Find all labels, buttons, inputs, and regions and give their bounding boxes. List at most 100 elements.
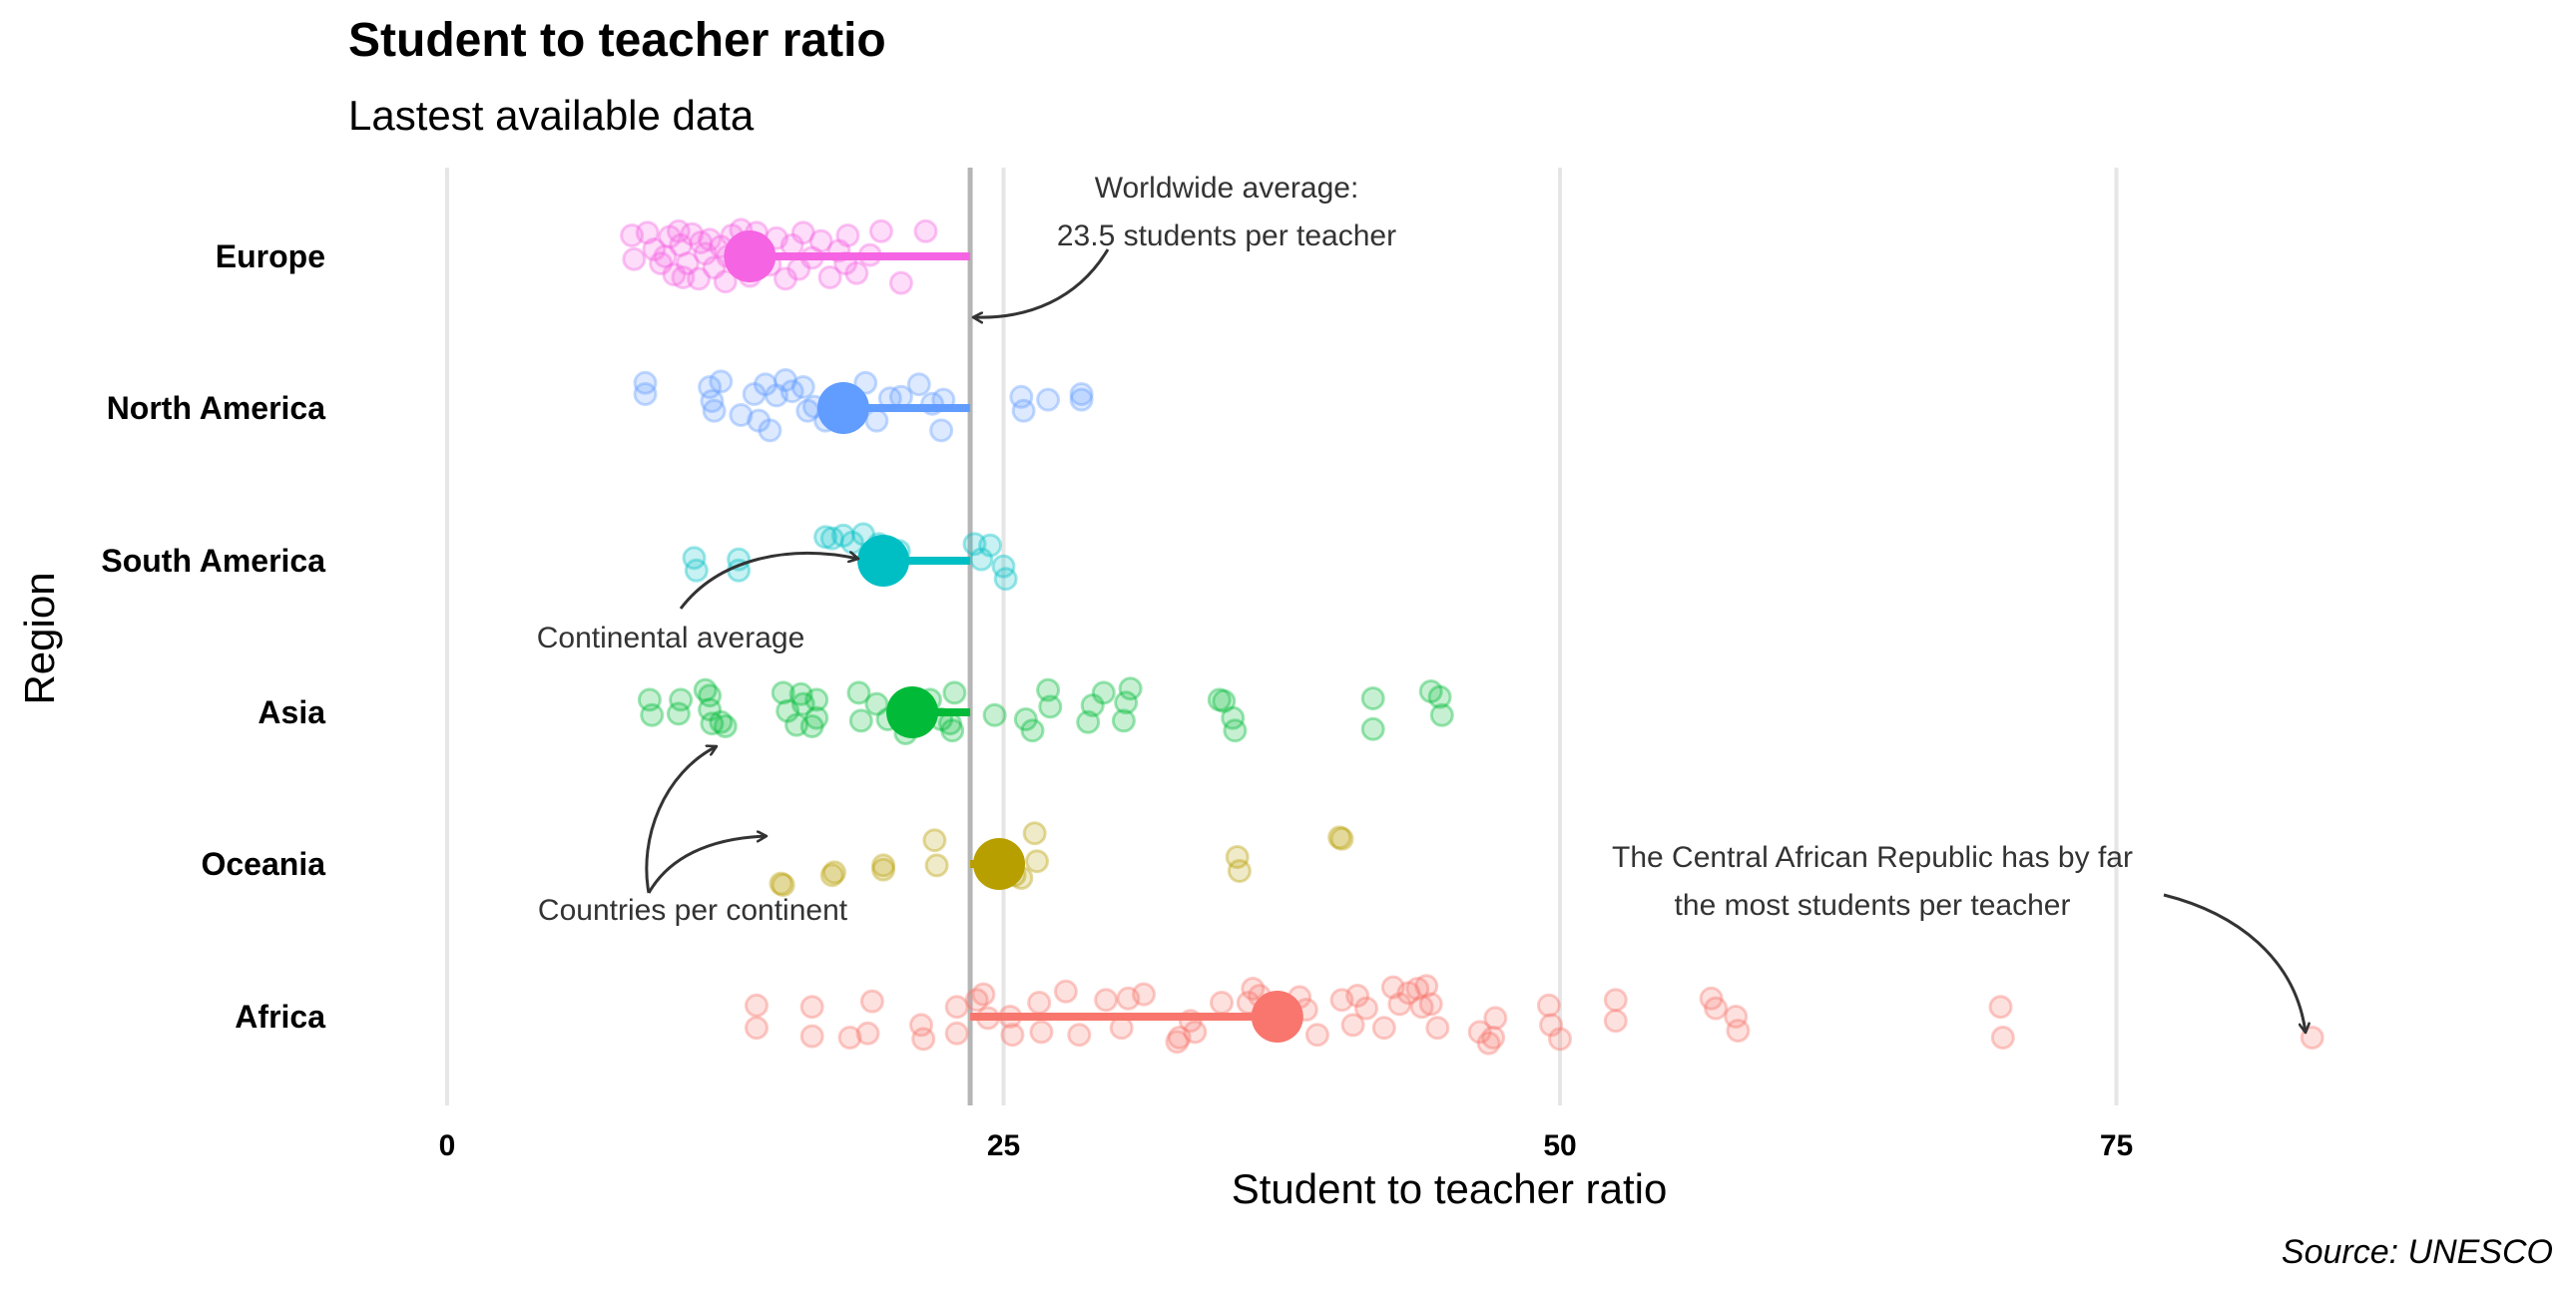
country-point-africa-56 bbox=[1539, 1013, 1564, 1038]
country-point-asia-12 bbox=[784, 712, 809, 737]
country-point-europe-36 bbox=[913, 218, 938, 243]
country-point-africa-52 bbox=[1476, 1031, 1501, 1056]
country-point-asia-36 bbox=[1111, 708, 1136, 733]
country-point-asia-0 bbox=[637, 687, 662, 712]
country-point-europe-33 bbox=[857, 242, 882, 267]
country-point-africa-7 bbox=[909, 1013, 933, 1038]
country-point-asia-34 bbox=[1080, 693, 1105, 717]
country-point-africa-12 bbox=[971, 982, 996, 1007]
country-point-europe-4 bbox=[649, 251, 674, 275]
country-point-africa-43 bbox=[1380, 975, 1405, 1000]
annotations: Worldwide average: 23.5 students per teac… bbox=[537, 172, 2133, 927]
x-tick-label-50: 50 bbox=[1543, 1129, 1576, 1162]
country-point-africa-16 bbox=[1027, 991, 1052, 1015]
country-point-africa-19 bbox=[1067, 1023, 1092, 1048]
country-point-asia-29 bbox=[1013, 707, 1038, 731]
country-point-africa-20 bbox=[1094, 988, 1119, 1013]
country-point-europe-24 bbox=[773, 266, 797, 291]
country-point-north-america-11 bbox=[765, 383, 788, 408]
y-tick-label-africa: Africa bbox=[235, 999, 325, 1035]
country-point-asia-25 bbox=[938, 711, 962, 736]
country-point-africa-63 bbox=[1726, 1019, 1751, 1043]
source-caption: Source: UNESCO bbox=[2282, 1233, 2553, 1271]
country-point-oceania-2 bbox=[819, 863, 844, 888]
country-point-europe-0 bbox=[620, 223, 645, 247]
chart-subtitle: Lastest available data bbox=[348, 92, 755, 139]
arrow-central-african-republic bbox=[2163, 893, 2306, 1033]
x-tick-label-75: 75 bbox=[2100, 1129, 2133, 1162]
country-point-europe-37 bbox=[689, 230, 714, 254]
country-point-europe-10 bbox=[687, 266, 711, 291]
country-point-asia-33 bbox=[1076, 709, 1101, 734]
arrow-world-average bbox=[973, 248, 1110, 317]
country-point-north-america-20 bbox=[864, 408, 889, 433]
country-point-africa-9 bbox=[944, 995, 969, 1020]
country-point-europe-42 bbox=[833, 251, 858, 275]
y-tick-label-oceania: Oceania bbox=[201, 846, 325, 882]
country-point-africa-21 bbox=[1109, 1016, 1134, 1041]
continent-average-africa bbox=[1251, 991, 1303, 1043]
country-point-africa-25 bbox=[1167, 1026, 1192, 1050]
country-point-africa-24 bbox=[1165, 1030, 1190, 1055]
country-point-asia-41 bbox=[1221, 705, 1246, 730]
country-point-africa-47 bbox=[1405, 977, 1430, 1001]
country-point-north-america-23 bbox=[906, 372, 931, 397]
country-point-north-america-26 bbox=[929, 418, 954, 443]
annotation-text-1-0: Continental average bbox=[537, 622, 805, 654]
annotation-arrows bbox=[645, 248, 2306, 1033]
annotation-text-3-0: The Central African Republic has by far bbox=[1612, 841, 2133, 874]
y-tick-label-europe: Europe bbox=[216, 238, 325, 274]
country-point-africa-55 bbox=[1536, 993, 1561, 1018]
country-point-africa-40 bbox=[1345, 984, 1370, 1008]
country-point-asia-35 bbox=[1091, 680, 1116, 705]
country-point-north-america-13 bbox=[779, 379, 804, 404]
annotation-text-2-0: Countries per continent bbox=[538, 894, 848, 927]
x-axis-label: Student to teacher ratio bbox=[1232, 1165, 1668, 1212]
country-point-oceania-7 bbox=[924, 853, 949, 878]
country-point-asia-27 bbox=[942, 680, 967, 705]
country-point-europe-5 bbox=[658, 224, 682, 249]
country-point-north-america-8 bbox=[747, 408, 772, 433]
country-point-north-america-28 bbox=[1011, 398, 1036, 423]
country-point-asia-5 bbox=[698, 683, 723, 708]
country-point-africa-41 bbox=[1354, 996, 1378, 1021]
country-point-africa-45 bbox=[1396, 981, 1421, 1006]
annotation-text-0-0: Worldwide average: bbox=[1095, 172, 1359, 205]
country-point-asia-26 bbox=[940, 718, 965, 743]
country-point-africa-50 bbox=[1425, 1016, 1450, 1041]
country-point-europe-41 bbox=[786, 256, 811, 281]
continent-average-asia bbox=[886, 686, 939, 738]
arrow-countries-asia bbox=[645, 746, 717, 894]
country-point-europe-26 bbox=[790, 220, 815, 245]
country-point-africa-17 bbox=[1029, 1020, 1054, 1045]
country-point-africa-62 bbox=[1724, 1005, 1749, 1029]
country-point-africa-44 bbox=[1387, 992, 1412, 1017]
country-point-oceania-6 bbox=[922, 828, 947, 853]
country-point-south-america-13 bbox=[978, 533, 1003, 558]
country-point-africa-14 bbox=[998, 1005, 1023, 1029]
x-tick-labels: 0 25 50 75 bbox=[439, 1129, 2134, 1162]
country-point-asia-31 bbox=[1036, 677, 1061, 702]
country-point-africa-54 bbox=[1483, 1006, 1508, 1031]
country-point-africa-64 bbox=[1988, 995, 2013, 1020]
country-point-oceania-4 bbox=[871, 853, 896, 878]
country-point-africa-38 bbox=[1329, 988, 1354, 1013]
country-point-africa-28 bbox=[1210, 991, 1234, 1015]
country-point-europe-28 bbox=[808, 228, 833, 253]
country-point-north-america-4 bbox=[702, 398, 727, 423]
country-point-oceania-1 bbox=[771, 873, 795, 897]
country-point-africa-15 bbox=[1000, 1023, 1025, 1048]
country-point-africa-30 bbox=[1241, 977, 1266, 1001]
country-point-asia-16 bbox=[804, 687, 829, 712]
country-point-asia-6 bbox=[698, 697, 723, 722]
country-point-north-america-29 bbox=[1036, 387, 1061, 412]
country-point-asia-14 bbox=[790, 691, 815, 716]
continent-average-points bbox=[724, 230, 1303, 1043]
country-point-north-america-27 bbox=[1009, 384, 1034, 409]
country-point-europe-32 bbox=[844, 260, 869, 285]
country-point-asia-47 bbox=[1429, 702, 1454, 727]
country-point-europe-12 bbox=[698, 227, 723, 252]
country-point-asia-11 bbox=[775, 698, 800, 723]
country-point-oceania-16 bbox=[1329, 826, 1354, 851]
country-point-asia-8 bbox=[709, 709, 734, 734]
